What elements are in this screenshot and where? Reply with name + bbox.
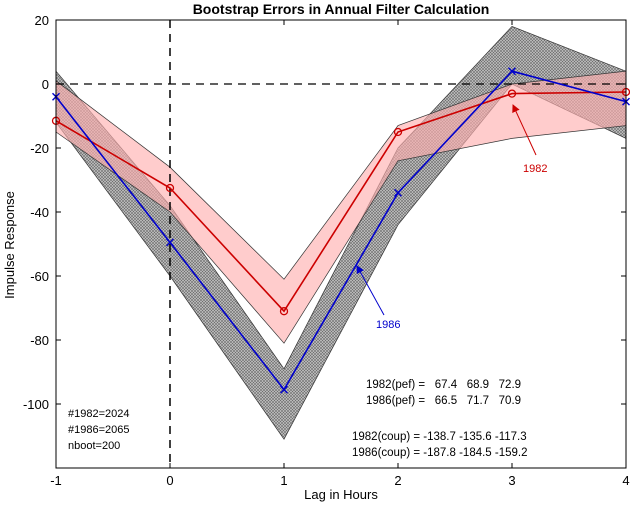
stat-1986-coup: 1986(coup) = -187.8 -184.5 -159.2	[352, 447, 528, 459]
y-tick-label: -40	[30, 205, 49, 220]
x-tick-label: -1	[50, 473, 62, 488]
stat-1986-pef: 1986(pef) = 66.5 71.7 70.9	[366, 395, 521, 407]
point-1986	[508, 67, 516, 76]
y-tick-label: -100	[23, 397, 49, 412]
point-1986	[280, 385, 288, 394]
point-1982	[507, 89, 517, 98]
point-1982	[393, 127, 403, 137]
x-tick-label: 1	[280, 473, 287, 488]
chart-title: Bootstrap Errors in Annual Filter Calcul…	[193, 1, 490, 17]
x-tick-label: 2	[394, 473, 401, 488]
series-line-1982	[55, 91, 627, 313]
stat-1982-coup: 1982(coup) = -138.7 -135.6 -117.3	[352, 431, 527, 443]
count-1982: #1982=2024	[68, 408, 129, 420]
x-tick-label: 0	[166, 473, 173, 488]
y-axis-ticks: 20 0 -20 -40 -60 -80 -100	[23, 13, 626, 412]
point-1982	[279, 307, 289, 316]
y-axis-label: Impulse Response	[2, 191, 17, 299]
point-1986	[394, 188, 402, 197]
count-nboot: nboot=200	[68, 440, 120, 452]
x-tick-label: 3	[508, 473, 515, 488]
arrow-1982	[512, 104, 537, 156]
x-tick-label: 4	[622, 473, 629, 488]
series-line-1986	[55, 70, 627, 392]
confidence-bands	[55, 25, 627, 440]
plot-area	[51, 19, 630, 469]
y-tick-label: 0	[42, 77, 49, 92]
y-tick-label: 20	[35, 13, 49, 28]
reference-lines	[56, 20, 626, 468]
point-1986	[166, 238, 174, 247]
y-tick-label: -20	[30, 141, 49, 156]
arrow-1986	[356, 265, 385, 316]
label-1986: 1986	[376, 319, 400, 331]
y-tick-label: -80	[30, 333, 49, 348]
x-axis-label: Lag in Hours	[304, 487, 378, 502]
annotations: 1982 1986 #1982=2024 #1986=2065 nboot=20…	[68, 104, 547, 459]
count-1986: #1986=2065	[68, 424, 129, 436]
label-1982: 1982	[523, 163, 547, 175]
point-1982	[165, 183, 175, 193]
x-axis-ticks: -1 0 1 2 3 4	[50, 20, 630, 488]
stat-1982-pef: 1982(pef) = 67.4 68.9 72.9	[366, 379, 521, 391]
y-tick-label: -60	[30, 269, 49, 284]
plot-frame	[55, 19, 627, 469]
